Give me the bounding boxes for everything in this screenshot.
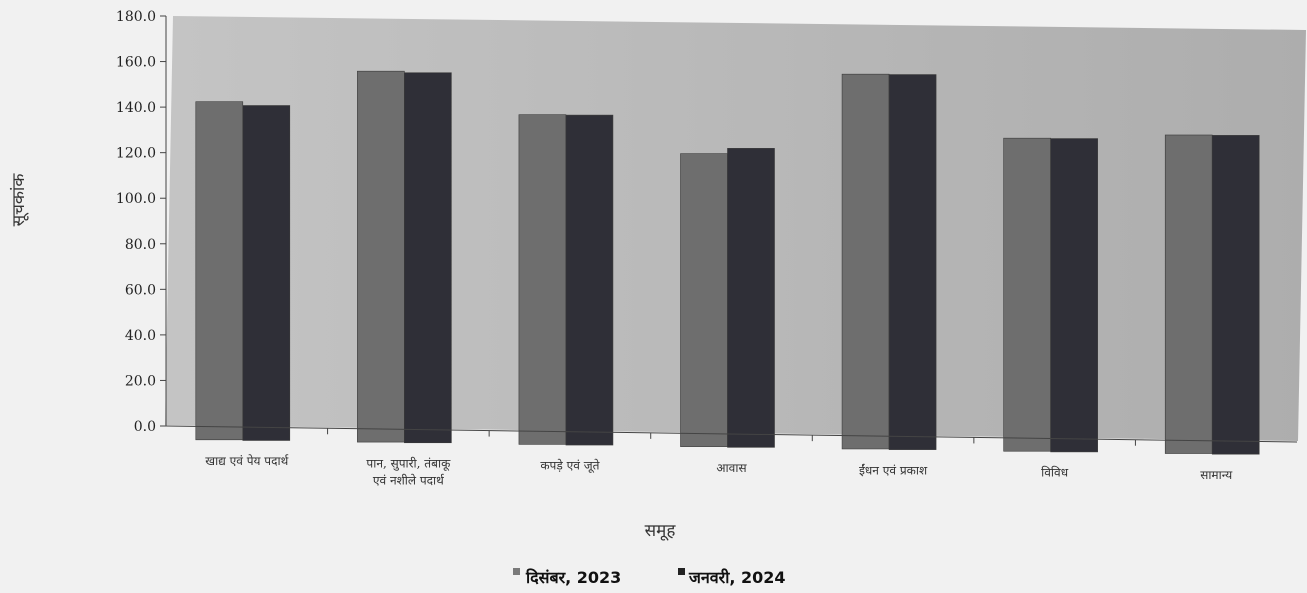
legend: दिसंबर, 2023 जनवरी, 2024 xyxy=(513,568,786,587)
bar-dec-2023 xyxy=(195,101,244,441)
y-tick-label: 120.0 xyxy=(116,146,156,162)
legend-swatch-jan-2024 xyxy=(678,568,685,575)
y-tick-label: 80.0 xyxy=(125,237,156,253)
x-category-label: आवास xyxy=(716,461,747,475)
x-categories-group: खाद्य एवं पेय पदार्थ पान, सुपारी, तंबाकू ए… xyxy=(205,454,1233,487)
y-tick-label: 180.0 xyxy=(116,9,156,25)
bar-dec-2023 xyxy=(680,153,728,447)
x-category-label: कपड़े एवं जूते xyxy=(540,459,600,474)
y-ticks-group: 0.0 20.0 40.0 60.0 80.0 100.0 120.0 140.0 160.0 1… xyxy=(116,9,166,435)
legend-label-jan-2024: जनवरी, 2024 xyxy=(688,568,786,587)
bar-dec-2023 xyxy=(1003,137,1051,452)
y-tick-label: 20.0 xyxy=(125,373,156,389)
legend-swatch-dec-2023 xyxy=(513,568,520,575)
x-category-label: पान, सुपारी, तंबाकू xyxy=(366,456,451,471)
bar-jan-2024 xyxy=(404,72,452,444)
bar-dec-2023 xyxy=(841,73,890,450)
bar-dec-2023 xyxy=(1164,134,1213,454)
x-category-label: विविध xyxy=(1041,466,1069,480)
bar-jan-2024 xyxy=(888,74,937,450)
bars-group xyxy=(195,70,1260,455)
bar-jan-2024 xyxy=(242,105,291,441)
x-category-label: एवं नशीले पदार्थ xyxy=(373,473,445,487)
x-category-label: खाद्य एवं पेय पदार्थ xyxy=(205,454,289,468)
y-tick-label: 40.0 xyxy=(125,328,156,344)
y-tick-label: 0.0 xyxy=(134,419,156,435)
y-axis-title: सूचकांक xyxy=(9,173,29,227)
y-tick-label: 160.0 xyxy=(116,55,156,71)
bar-dec-2023 xyxy=(518,114,567,445)
x-category-label: ईंधन एवं प्रकाश xyxy=(859,463,928,477)
bar-jan-2024 xyxy=(1211,135,1260,455)
axes-group xyxy=(165,16,1298,446)
x-axis-title: समूह xyxy=(645,521,677,541)
bar-dec-2023 xyxy=(357,70,405,443)
bar-jan-2024 xyxy=(727,148,775,448)
x-axis-line xyxy=(165,425,1298,443)
y-tick-label: 60.0 xyxy=(125,282,156,298)
y-tick-label: 140.0 xyxy=(116,100,156,116)
legend-label-dec-2023: दिसंबर, 2023 xyxy=(525,568,621,587)
y-tick-label: 100.0 xyxy=(116,191,156,207)
bar-jan-2024 xyxy=(1050,138,1098,453)
bar-jan-2024 xyxy=(565,114,614,446)
x-category-label: सामान्य xyxy=(1200,468,1233,482)
